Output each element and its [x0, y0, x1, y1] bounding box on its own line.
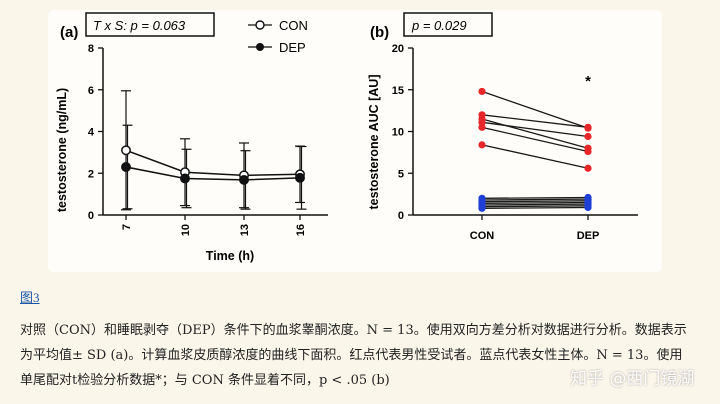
pair-line-5	[481, 144, 589, 169]
panel-a-xlabel: Time (h)	[206, 249, 254, 263]
panel-b-ytick-label-3: 15	[392, 85, 404, 97]
dep-series-line	[125, 166, 301, 181]
dep-point-3	[295, 172, 305, 183]
chart-canvas: (a) T x S: p = 0.063 testosterone (ng/mL…	[55, 12, 638, 263]
panel-a-xtick-label-0: 7	[121, 224, 133, 230]
panel-b-xtick-label-0: CON	[470, 230, 495, 242]
panel-b-stat-annotation: p = 0.029	[411, 18, 467, 33]
legend-dep-marker	[256, 43, 264, 51]
significance-marker: *	[585, 73, 591, 90]
panel-a-ytick-label-3: 6	[88, 85, 94, 97]
panel-a-letter: (a)	[60, 24, 78, 41]
caption-line-2: 为平均值± SD (a)。计算血浆皮质醇浓度的曲线下面积。红点代表男性受试者。蓝…	[20, 348, 683, 363]
con-series-line	[125, 149, 301, 177]
panel-b-ytick-label-1: 5	[398, 168, 404, 180]
figure-caption: 对照（CON）和睡眠剥夺（DEP）条件下的血浆睾酮浓度。N = 13。使用双向方…	[20, 318, 710, 393]
panel-b-plot: 0 5 10 15 20 CON DEP	[392, 43, 638, 242]
con-point-12	[478, 204, 486, 212]
pair-line-6	[481, 196, 589, 199]
panel-a-ylabel: testosterone (ng/mL)	[55, 88, 69, 212]
pair-line-3	[481, 121, 589, 138]
dep-point-12	[584, 203, 592, 212]
pair-line-10	[481, 203, 589, 206]
panel-b-ytick-label-2: 10	[392, 127, 404, 139]
pair-line-9	[481, 201, 589, 204]
panel-a-ytick-label-4: 8	[88, 43, 94, 55]
panel-a-xtick-label-3: 16	[295, 224, 307, 236]
panel-b-letter: (b)	[370, 24, 389, 41]
panel-b-xtick-label-1: DEP	[577, 230, 600, 242]
dep-point-2	[239, 174, 249, 185]
dep-point-0	[121, 162, 131, 172]
pair-line-2	[481, 118, 589, 149]
panel-a-ytick-label-0: 0	[88, 210, 94, 222]
pair-line-11	[481, 205, 589, 208]
dep-point-1	[584, 123, 592, 131]
con-point-0	[121, 145, 131, 156]
legend-con-label: CON	[279, 18, 308, 33]
con-point-5	[478, 141, 486, 149]
dep-point-5	[584, 164, 592, 172]
panel-a-stat-box	[85, 12, 215, 37]
con-point-0	[478, 87, 486, 96]
watermark: 知乎 @西门镜湖	[570, 369, 695, 389]
dep-point-1	[180, 173, 190, 184]
con-point-3	[478, 118, 486, 126]
figure-link[interactable]: 图3	[20, 290, 40, 305]
panel-a-plot: 0 2 4 6 8 7 10 13 16	[88, 43, 328, 236]
panel-a-stat-annotation: T x S: p = 0.063	[93, 18, 186, 33]
dep-point-4	[584, 147, 592, 156]
caption-line-3: 单尾配对t检验分析数据*；与 CON 条件显着不同，p < .05 (b)	[20, 373, 390, 388]
pair-line-8	[481, 200, 589, 203]
pair-line-12	[481, 206, 589, 209]
dep-point-3	[584, 132, 592, 141]
panel-b-ylabel: testosterone AUC [AU]	[367, 75, 381, 210]
pair-line-1	[481, 114, 589, 128]
pair-line-0	[481, 90, 589, 129]
pair-line-7	[481, 198, 589, 201]
legend-con-marker	[255, 20, 265, 30]
panel-a-xtick-label-1: 10	[180, 224, 192, 236]
legend: CON DEP	[248, 18, 308, 55]
panel-a-ytick-label-1: 2	[88, 168, 94, 180]
con-point-4	[478, 123, 486, 131]
panel-a-xtick-label-2: 13	[239, 224, 251, 236]
legend-dep-label: DEP	[279, 40, 306, 55]
panel-b-ytick-label-0: 0	[398, 210, 404, 222]
panel-a-ytick-label-2: 4	[88, 127, 95, 139]
pair-line-4	[481, 126, 589, 153]
figure-panel: (a) T x S: p = 0.063 testosterone (ng/mL…	[48, 10, 662, 272]
caption-line-1: 对照（CON）和睡眠剥夺（DEP）条件下的血浆睾酮浓度。N = 13。使用双向方…	[20, 323, 687, 338]
panel-b-ytick-label-4: 20	[392, 43, 404, 55]
panel-b-stat-box	[403, 12, 493, 37]
